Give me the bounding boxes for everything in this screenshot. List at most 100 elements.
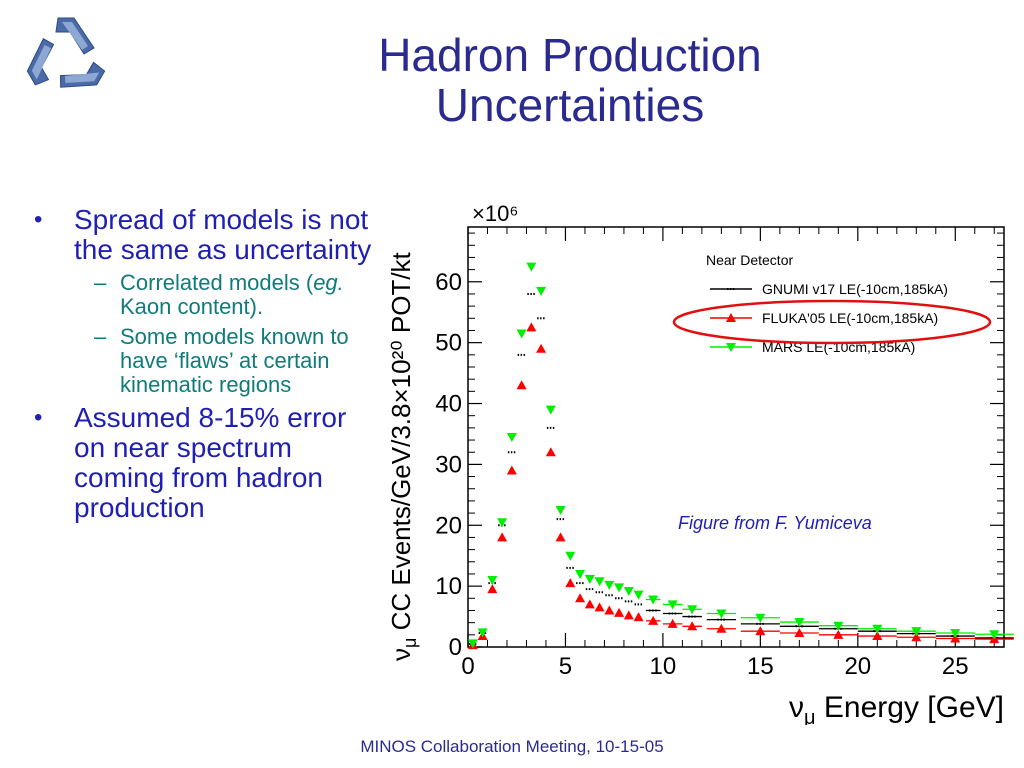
x-axis-label: νμ Energy [GeV] [789,691,1004,725]
series-1-point [623,610,634,620]
sub-bullet-text: Some models known to have ‘flaws’ at cer… [120,324,349,397]
x-tick-label: 20 [844,653,871,680]
sub-bullet-item: – Correlated models (eg. Kaon content). [32,271,377,319]
series-1-point [633,612,644,622]
series-1-point [487,584,498,594]
sub-bullet-em: eg. [313,270,344,295]
series-1-point [872,631,883,641]
energy-spectrum-chart: 0 5 10 15 20 25 0 10 20 30 40 50 60 ×10⁶ νμ Energy [Ge… [386,201,1014,725]
series-2-point [794,618,805,628]
series-1-point [716,623,727,633]
slide-title-line2: Uncertainties [435,79,705,131]
bullet-dot: • [34,404,43,431]
series-2-point [555,506,566,516]
bullet-text: Spread of models is not the same as unce… [74,204,372,265]
series-1-point [687,621,698,631]
bullet-list: • Spread of models is not the same as un… [32,205,377,529]
series-1-point [755,626,766,636]
series-2-point [755,613,766,623]
series-1-point [667,618,678,628]
series-2-point [614,583,625,593]
series-1-point [506,465,517,475]
series-2-point [623,587,634,596]
series-2-point [487,576,498,586]
y-tick-label: 10 [435,573,462,600]
bullet-item: • Assumed 8-15% error on near spectrum c… [32,403,377,523]
series-2-point [497,518,508,528]
legend-entry: GNUMI v17 LE(-10cm,185kA) [762,281,948,297]
series-2-point [716,609,727,619]
series-1-point [526,322,537,332]
y-tick-label: 0 [449,634,462,661]
plot-frame [467,226,1005,648]
series-2-point [989,630,1000,640]
series-2-point [872,624,883,634]
series-1-point [833,629,844,639]
slide-title-line1: Hadron Production [378,29,762,81]
sub-bullet-dash: – [94,324,107,349]
legend-entry: FLUKA'05 LE(-10cm,185kA) [762,310,938,326]
slide-title: Hadron Production Uncertainties [250,30,890,130]
fluka-highlight-ellipse [672,299,992,345]
series-1-point [794,628,805,637]
legend-marker [726,343,736,352]
figure-credit: Figure from F. Yumiceva [678,513,872,533]
series-1-point [575,593,586,603]
sub-bullet-pre: Correlated models ( [120,270,314,295]
slide-footer: MINOS Collaboration Meeting, 10-15-05 [360,737,664,756]
series-2-point [687,605,698,615]
series-1-point [555,532,566,542]
bullet-text: Assumed 8-15% error on near spectrum com… [74,402,347,523]
series-2-point [604,580,615,590]
series-1-point [614,607,625,617]
series-2-point [911,627,922,637]
sub-bullet-dash: – [94,270,107,295]
x-tick-label: 0 [461,653,474,680]
y-axis-multiplier: ×10⁶ [472,201,518,226]
series-2-point [950,629,961,638]
y-tick-label: 30 [435,451,462,478]
logo-arm [26,17,106,88]
series-2-point [516,329,527,339]
series-1-point [648,615,659,625]
series-1-point [536,343,547,353]
series-2-point [536,286,547,296]
series-1-point [497,532,508,542]
bullet-item: • Spread of models is not the same as un… [32,205,377,265]
series-2-point [565,551,576,561]
sub-bullet-item: – Some models known to have ‘flaws’ at c… [32,325,377,397]
series-2-point [575,569,586,579]
x-tick-label: 10 [650,653,677,680]
minos-logo [26,17,106,88]
y-tick-label: 40 [435,391,462,418]
series-1-point [594,602,605,612]
series-2-point [526,262,537,272]
series-2-point [633,590,644,600]
legend-marker [726,313,736,322]
y-tick-label: 50 [435,330,462,357]
series-1-point [565,578,576,588]
series-2-point [594,577,605,587]
sub-bullet-post: Kaon content). [120,294,264,319]
series-1-point [516,380,527,390]
x-tick-label: 15 [747,653,774,680]
x-tick-label: 5 [559,653,572,680]
series-2-point [667,600,678,610]
y-axis-label: νμ CC Events/GeV/3.8×10²⁰ POT/kt [386,251,420,661]
series-1-point [911,632,922,642]
legend-title: Near Detector [706,252,793,268]
bullet-dot: • [34,206,43,233]
series-2-point [545,405,556,415]
series-2-point [467,639,478,649]
series-2-point [648,595,659,605]
x-tick-label: 25 [942,653,969,680]
series-1-point [604,605,615,615]
series-2-point [506,433,517,442]
series-1-point [584,599,595,609]
series-1-point [545,447,556,457]
series-2-point [833,621,844,631]
y-tick-label: 60 [435,269,462,296]
series-2-point [477,628,488,638]
series-2-point [584,574,595,584]
y-tick-label: 20 [435,512,462,539]
